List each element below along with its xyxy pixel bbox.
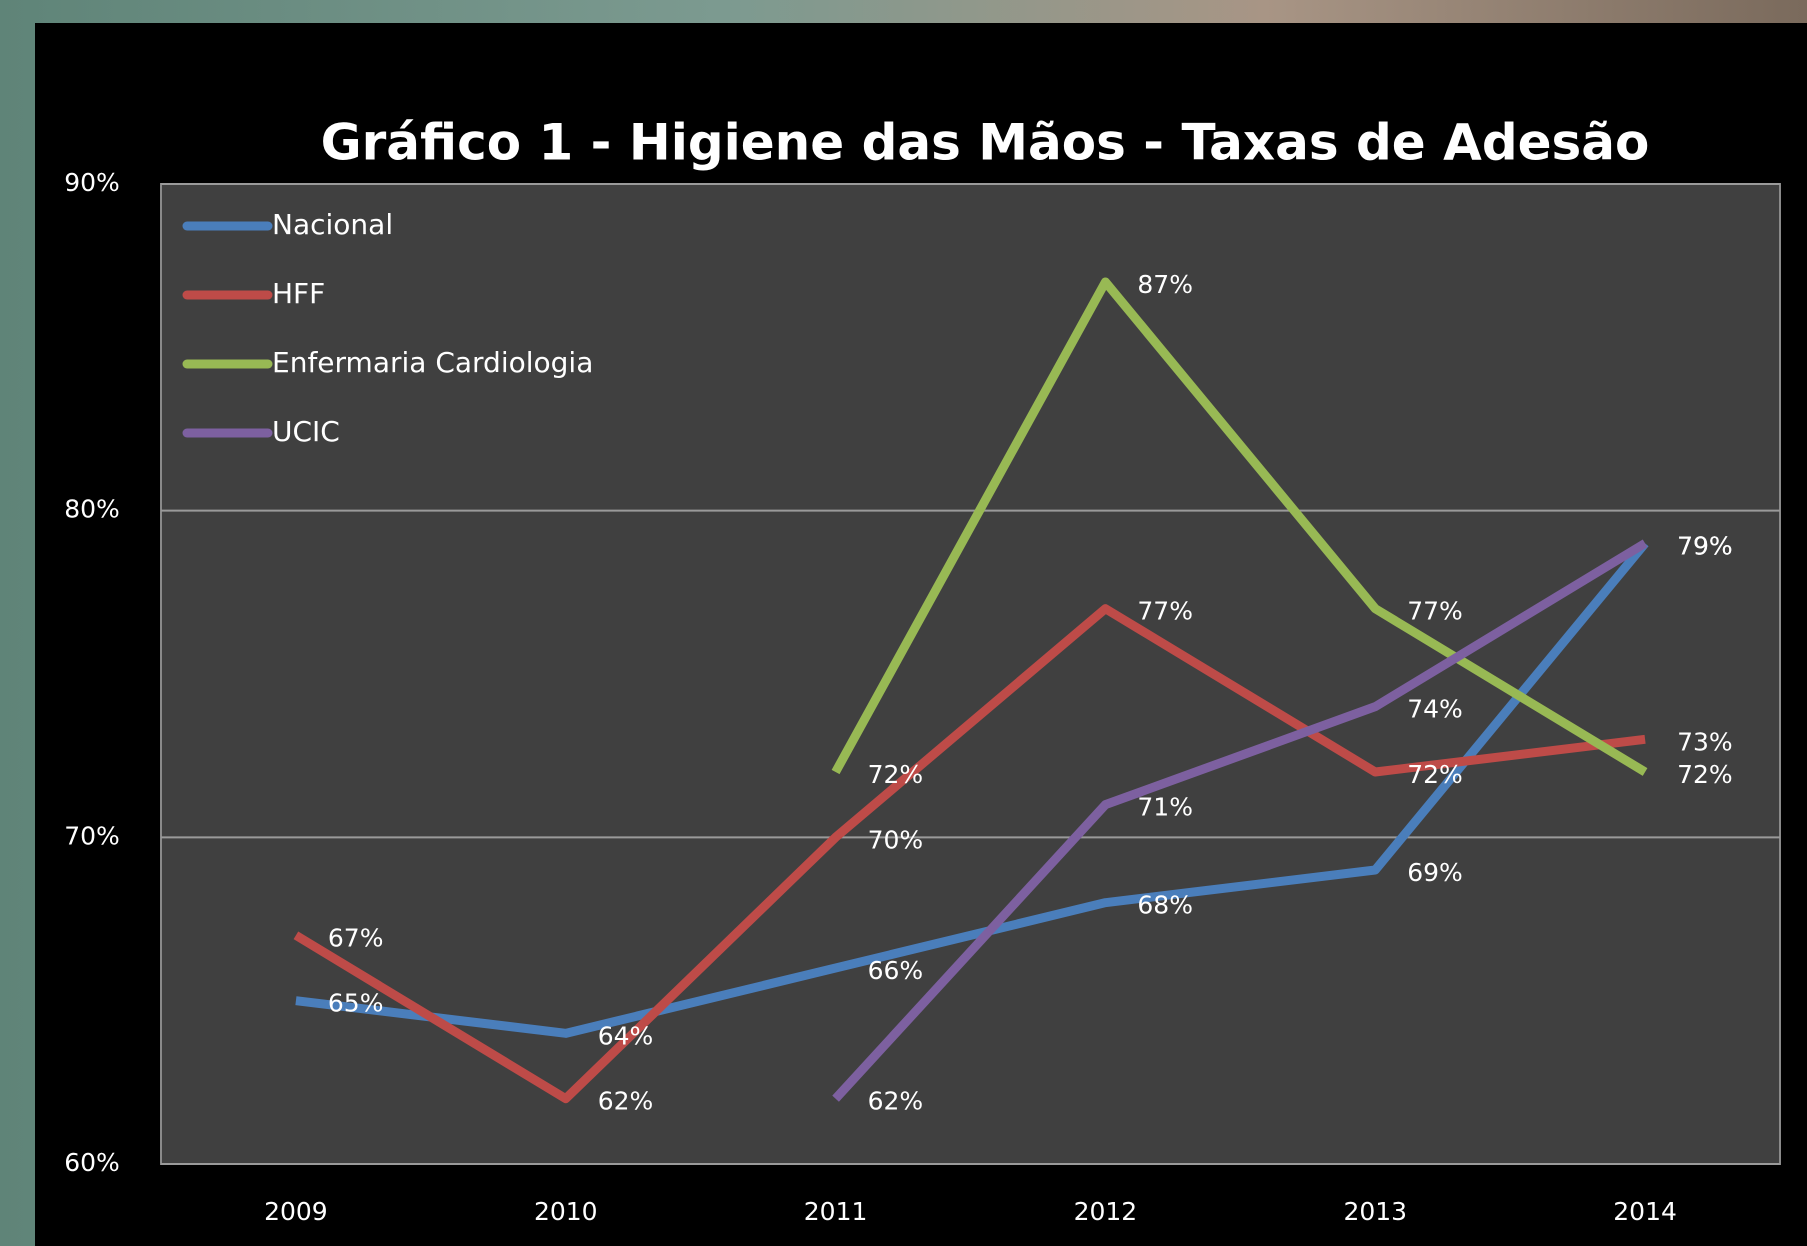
x-tick-label: 2014 [1613,1197,1677,1226]
x-tick-label: 2009 [264,1197,328,1226]
data-label: 77% [1407,597,1463,626]
data-label: 79% [1677,531,1733,560]
data-label: 87% [1137,270,1193,299]
data-label: 66% [868,956,924,985]
data-label: 67% [328,923,384,952]
data-label: 62% [598,1087,654,1116]
data-label: 64% [598,1021,654,1050]
series-line [831,277,1648,776]
chart-title: Gráfico 1 - Higiene das Mãos - Taxas de … [321,114,1650,172]
y-tick-label: 90% [64,168,120,197]
data-label: 73% [1677,727,1733,756]
x-tick-label: 2011 [804,1197,868,1226]
y-tick-label: 80% [64,495,120,524]
data-label: 79% [1677,531,1733,560]
data-label: 70% [868,825,924,854]
data-label: 72% [1677,760,1733,789]
legend-label: Enfermaria Cardiologia [272,346,593,379]
y-tick-label: 70% [64,821,120,850]
series-line [295,540,1649,1038]
legend-label: HFF [272,277,325,310]
x-tick-label: 2012 [1074,1197,1138,1226]
data-label: 72% [868,760,924,789]
data-label: 62% [868,1087,924,1116]
data-label: 72% [1407,760,1463,789]
data-label: 68% [1137,891,1193,920]
data-label: 65% [328,989,384,1018]
series-line [293,604,1646,1104]
plot-area [160,183,1781,1165]
x-tick-label: 2013 [1343,1197,1407,1226]
legend-label: Nacional [272,208,393,241]
x-tick-label: 2010 [534,1197,598,1226]
legend-label: UCIC [272,415,340,448]
data-label: 74% [1407,695,1463,724]
data-label: 69% [1407,858,1463,887]
data-label: 71% [1137,793,1193,822]
data-label: 77% [1137,597,1193,626]
series-line [832,539,1648,1102]
y-tick-label: 60% [64,1148,120,1177]
